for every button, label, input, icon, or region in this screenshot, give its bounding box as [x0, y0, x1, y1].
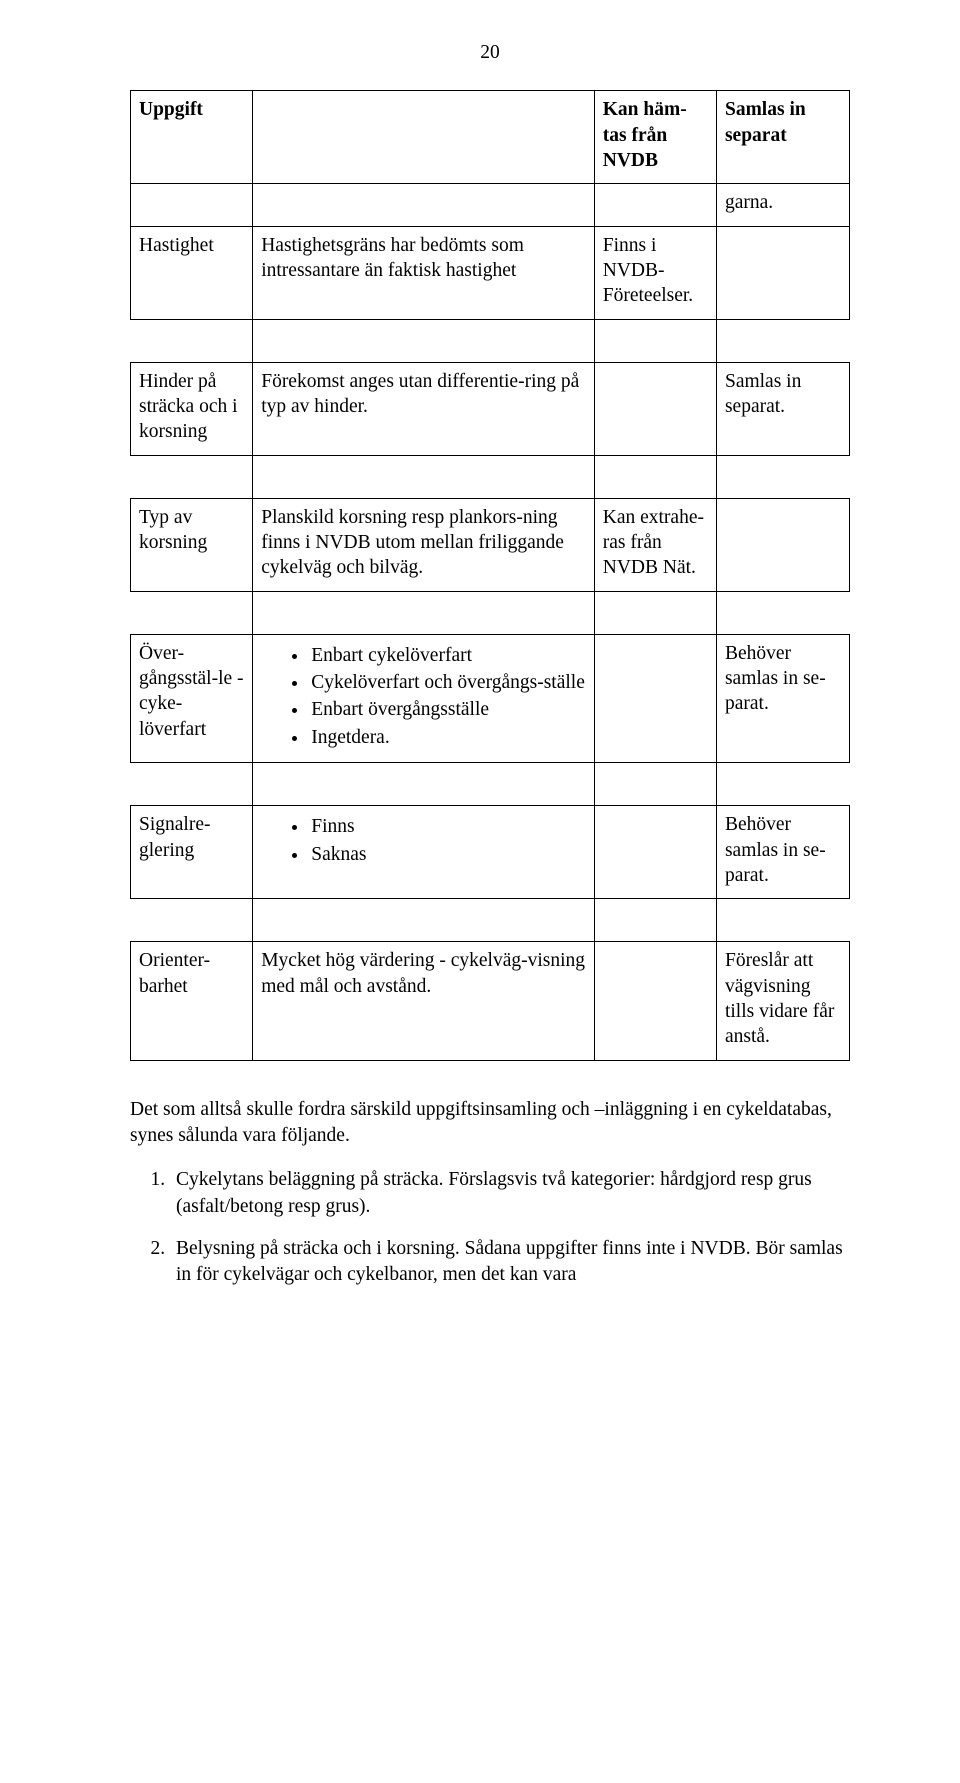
- table-row: Typ av korsning Planskild korsning resp …: [131, 498, 850, 591]
- numbered-list: Cykelytans beläggning på sträcka. Försla…: [130, 1167, 850, 1288]
- table-spacer: [131, 899, 850, 942]
- cell: Hinder på sträcka och i korsning: [131, 362, 253, 455]
- list-item: Finns: [309, 814, 586, 839]
- cell: Behöver samlas in se-parat.: [716, 806, 849, 899]
- list-item: Enbart övergångsställe: [309, 697, 586, 722]
- cell: Finns Saknas: [253, 806, 595, 899]
- table-spacer: [131, 763, 850, 806]
- table-row: Hastighet Hastighetsgräns har bedömts so…: [131, 226, 850, 319]
- header-nvdb: Kan häm- tas från NVDB: [594, 91, 716, 184]
- table-row: garna.: [131, 184, 850, 226]
- table-row: Orienter-barhet Mycket hög värdering - c…: [131, 942, 850, 1060]
- bullet-list: Finns Saknas: [261, 814, 586, 867]
- list-item: Enbart cykelöverfart: [309, 643, 586, 668]
- table-row: Över-gångsstäl-le - cyke-löverfart Enbar…: [131, 634, 850, 762]
- cell: Samlas in separat.: [716, 362, 849, 455]
- list-item: Cykelöverfart och övergångs-ställe: [309, 670, 586, 695]
- cell: [131, 184, 253, 226]
- cell: Mycket hög värdering - cykelväg-visning …: [253, 942, 595, 1060]
- page-number: 20: [130, 40, 850, 66]
- list-item: Ingetdera.: [309, 725, 586, 750]
- table-row: Signalre-glering Finns Saknas Behöver sa…: [131, 806, 850, 899]
- cell: [716, 498, 849, 591]
- cell: [594, 184, 716, 226]
- bullet-list: Enbart cykelöverfart Cykelöverfart och ö…: [261, 643, 586, 750]
- cell: [594, 942, 716, 1060]
- cell: Planskild korsning resp plankors-ning fi…: [253, 498, 595, 591]
- header-empty: [253, 91, 595, 184]
- cell: [594, 362, 716, 455]
- list-item: Saknas: [309, 842, 586, 867]
- cell: Kan extrahe-ras från NVDB Nät.: [594, 498, 716, 591]
- body-paragraph: Det som alltså skulle fordra särskild up…: [130, 1097, 850, 1150]
- list-item: Cykelytans beläggning på sträcka. Försla…: [170, 1167, 850, 1220]
- table-header-row: Uppgift Kan häm- tas från NVDB Samlas in…: [131, 91, 850, 184]
- header-samlas: Samlas in separat: [716, 91, 849, 184]
- table-row: Hinder på sträcka och i korsning Förekom…: [131, 362, 850, 455]
- list-item: Belysning på sträcka och i korsning. Såd…: [170, 1236, 850, 1289]
- table-spacer: [131, 319, 850, 362]
- cell: [594, 806, 716, 899]
- cell: Orienter-barhet: [131, 942, 253, 1060]
- cell: Över-gångsstäl-le - cyke-löverfart: [131, 634, 253, 762]
- data-table: Uppgift Kan häm- tas från NVDB Samlas in…: [130, 90, 850, 1060]
- cell: Finns i NVDB-Företeelser.: [594, 226, 716, 319]
- table-spacer: [131, 591, 850, 634]
- cell: [716, 226, 849, 319]
- cell: Typ av korsning: [131, 498, 253, 591]
- cell: Signalre-glering: [131, 806, 253, 899]
- cell: Hastighet: [131, 226, 253, 319]
- document-page: 20 Uppgift Kan häm- tas från NVDB Samlas…: [0, 0, 960, 1364]
- cell: Enbart cykelöverfart Cykelöverfart och ö…: [253, 634, 595, 762]
- cell: Föreslår att vägvisning tills vidare får…: [716, 942, 849, 1060]
- table-spacer: [131, 455, 850, 498]
- cell: [594, 634, 716, 762]
- cell: garna.: [716, 184, 849, 226]
- cell: [253, 184, 595, 226]
- cell: Behöver samlas in se-parat.: [716, 634, 849, 762]
- cell: Hastighetsgräns har bedömts som intressa…: [253, 226, 595, 319]
- cell: Förekomst anges utan differentie-ring på…: [253, 362, 595, 455]
- header-uppgift: Uppgift: [131, 91, 253, 184]
